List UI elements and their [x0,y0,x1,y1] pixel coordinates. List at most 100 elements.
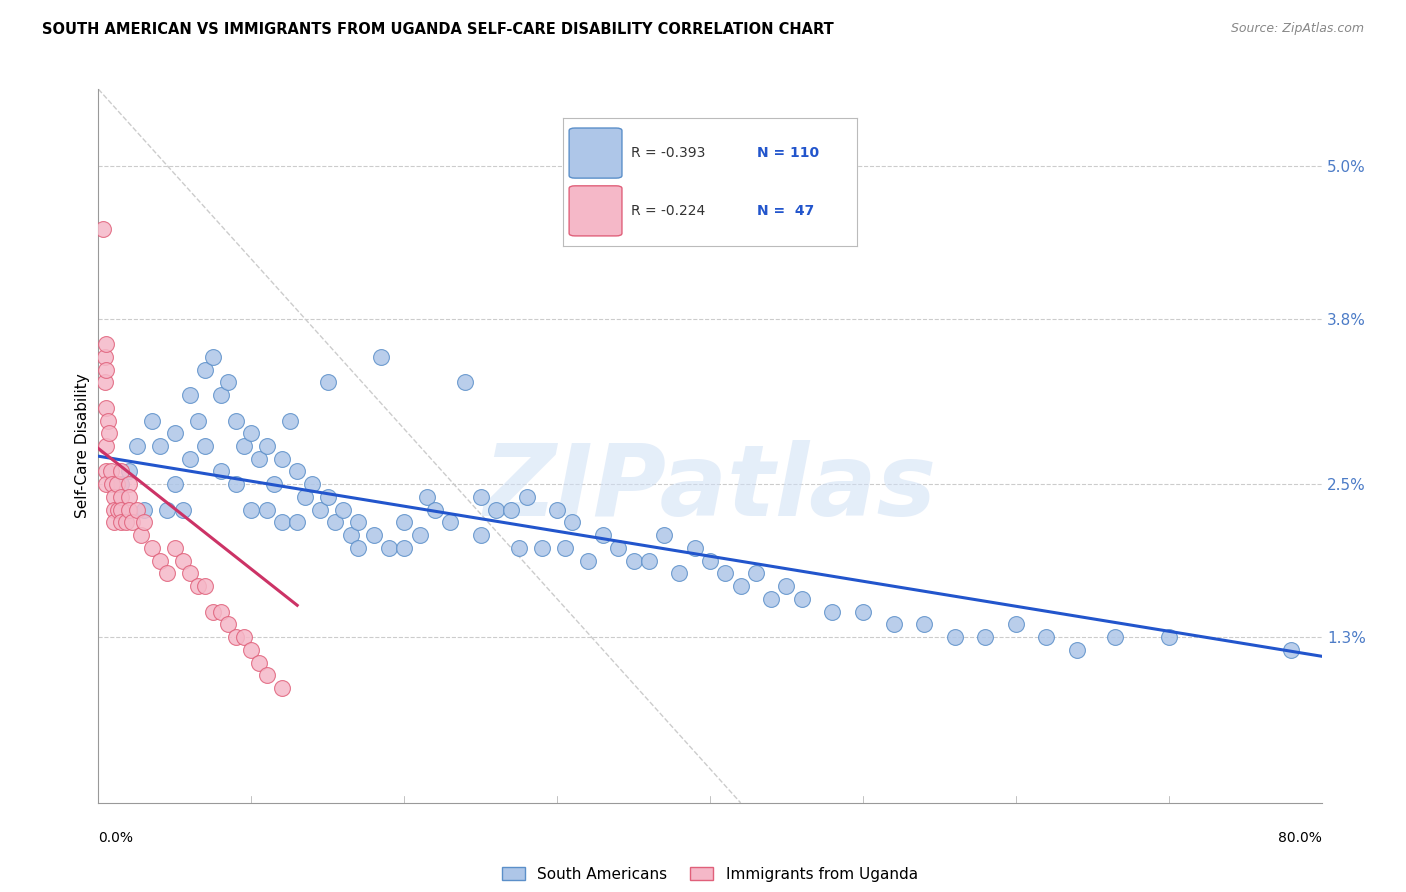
Point [118,477,141,491]
Point [761,591,783,606]
Point [240,426,263,441]
Point [883,617,905,632]
Point [363,528,385,542]
Point [1279,643,1302,657]
Point [225,630,247,644]
Point [187,413,209,427]
Point [217,617,239,632]
Point [118,490,141,504]
Point [110,516,132,530]
Point [110,490,132,504]
Point [134,516,156,530]
Point [247,451,270,466]
Point [974,630,997,644]
Point [309,502,332,516]
Point [105,477,128,491]
Point [225,413,247,427]
Point [91,222,114,236]
Point [339,528,361,542]
Point [103,490,125,504]
Point [118,465,141,479]
Point [530,541,553,555]
Point [194,362,217,376]
Point [125,439,148,453]
Point [652,528,675,542]
Point [1157,630,1180,644]
Legend: South Americans, Immigrants from Uganda: South Americans, Immigrants from Uganda [496,861,924,888]
Point [179,566,201,581]
Point [285,465,308,479]
Point [110,465,132,479]
Point [501,502,523,516]
Point [209,605,232,619]
Point [187,579,209,593]
Point [256,668,278,682]
Point [301,477,323,491]
Point [202,350,225,364]
Point [110,477,132,491]
Text: 80.0%: 80.0% [1278,831,1322,846]
Point [278,413,301,427]
Point [101,477,124,491]
Point [470,528,492,542]
Point [149,554,172,568]
Point [561,516,583,530]
Point [332,502,354,516]
Point [94,465,117,479]
Point [141,413,163,427]
Point [423,502,446,516]
Point [285,516,308,530]
Point [118,502,141,516]
Point [270,451,294,466]
Point [232,439,254,453]
Point [943,630,966,644]
Point [202,605,225,619]
Point [129,528,152,542]
Point [98,426,121,441]
Point [1004,617,1026,632]
Point [97,413,120,427]
Point [134,502,156,516]
Point [730,579,752,593]
Point [699,554,721,568]
Point [683,541,706,555]
Point [790,591,813,606]
Point [103,502,125,516]
Point [294,490,316,504]
Point [217,376,239,390]
Point [638,554,661,568]
Point [156,502,179,516]
Point [714,566,737,581]
Point [347,516,370,530]
Point [194,439,217,453]
Point [1066,643,1088,657]
Point [408,528,430,542]
Point [592,528,614,542]
Point [115,516,138,530]
Point [470,490,492,504]
Point [607,541,630,555]
Point [270,681,294,695]
Point [546,502,568,516]
Point [392,516,416,530]
Text: 0.0%: 0.0% [98,831,134,846]
Point [554,541,576,555]
Point [209,465,232,479]
Point [121,516,143,530]
Point [821,605,844,619]
Point [156,566,179,581]
Point [378,541,401,555]
Point [179,451,201,466]
Point [1035,630,1057,644]
Point [94,439,117,453]
Point [94,401,117,415]
Point [163,477,186,491]
Point [163,541,186,555]
Point [256,502,278,516]
Point [576,554,599,568]
Point [94,362,117,376]
Point [179,388,201,402]
Point [325,516,347,530]
Text: SOUTH AMERICAN VS IMMIGRANTS FROM UGANDA SELF-CARE DISABILITY CORRELATION CHART: SOUTH AMERICAN VS IMMIGRANTS FROM UGANDA… [42,22,834,37]
Point [392,541,416,555]
